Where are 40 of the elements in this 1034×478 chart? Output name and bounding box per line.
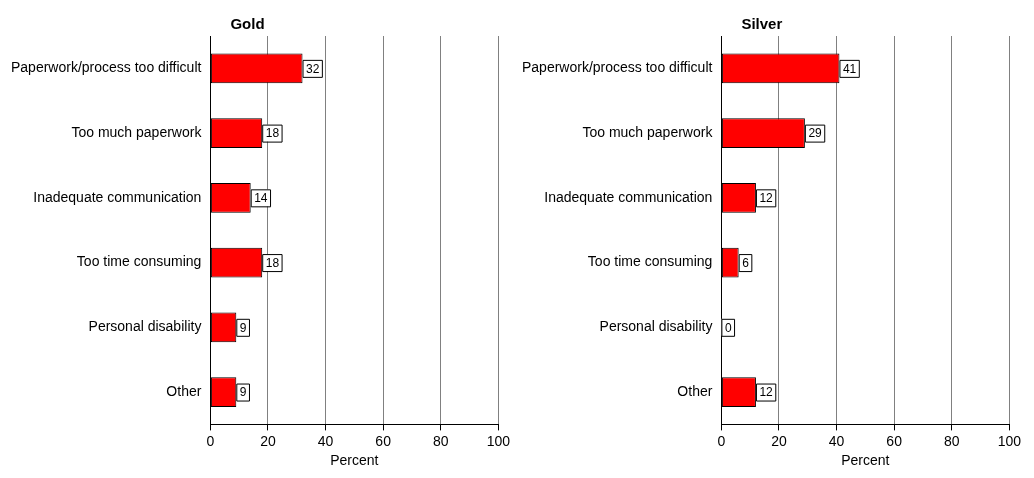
x-axis-title: Percent: [330, 452, 379, 469]
data-label: 32: [306, 61, 320, 76]
y-tick-label: Paperwork/process too difficult: [522, 59, 713, 76]
data-label: 0: [724, 320, 732, 335]
y-tick-label: Inadequate communication: [33, 188, 202, 205]
x-tick-label: 80: [432, 432, 449, 449]
data-label: 41: [842, 61, 857, 76]
y-tick-label: Other: [166, 382, 202, 399]
data-label: 12: [759, 191, 774, 206]
y-tick-label: Too much paperwork: [582, 123, 714, 140]
data-label: 18: [265, 126, 280, 141]
y-tick-label: Personal disability: [599, 318, 713, 335]
x-axis-title: Percent: [841, 452, 890, 469]
x-tick-label: 80: [943, 432, 960, 449]
x-tick-label: 20: [771, 432, 787, 449]
y-tick-label: Too much paperwork: [71, 123, 203, 140]
x-tick-label: 100: [486, 432, 511, 449]
data-label: 9: [239, 320, 247, 335]
x-tick-label: 60: [886, 432, 903, 449]
x-tick-label: 60: [375, 432, 392, 449]
x-tick-label: 40: [828, 432, 845, 449]
y-tick-label: Other: [677, 382, 713, 399]
y-tick-label: Too time consuming: [76, 253, 202, 270]
x-tick-label: 0: [717, 432, 726, 449]
data-label: 12: [759, 385, 774, 400]
x-tick-label: 40: [317, 432, 334, 449]
x-tick-label: 100: [997, 432, 1022, 449]
y-tick-label: Personal disability: [88, 318, 202, 335]
y-tick-label: Inadequate communication: [544, 188, 713, 205]
chart-title: Silver: [741, 14, 783, 32]
data-label: 29: [808, 126, 823, 141]
y-tick-label: Too time consuming: [587, 253, 713, 270]
x-tick-label: 20: [260, 432, 276, 449]
data-label: 9: [239, 385, 247, 400]
chart-title: Gold: [230, 14, 265, 32]
data-label: 14: [254, 191, 268, 206]
data-label: 6: [742, 255, 750, 270]
x-tick-label: 0: [206, 432, 215, 449]
y-tick-label: Paperwork/process too difficult: [11, 59, 202, 76]
data-label: 18: [265, 255, 280, 270]
